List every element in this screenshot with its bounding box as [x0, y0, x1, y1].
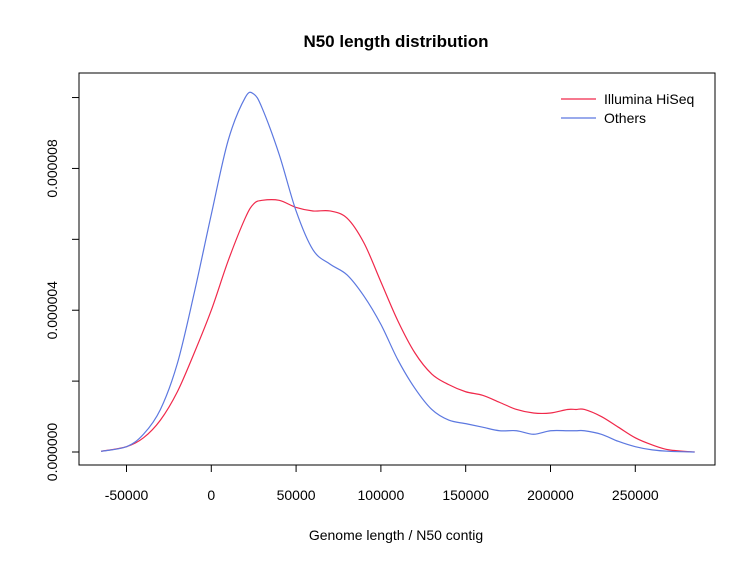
series-layer [100, 91, 695, 453]
legend-label: Others [604, 110, 646, 126]
x-tick-label: 100000 [358, 487, 405, 503]
legend-label: Illumina HiSeq [604, 91, 694, 107]
plot-frame [78, 72, 716, 466]
x-tick-label: 150000 [442, 487, 489, 503]
legend: Illumina HiSeq Others [561, 91, 694, 126]
x-tick-label: 250000 [612, 487, 659, 503]
y-axis: 0.000000 0.000004 0.000008 [44, 97, 80, 482]
y-tick-label: 0.000008 [44, 139, 60, 198]
chart-title: N50 length distribution [303, 32, 488, 51]
y-tick-label: 0.000000 [44, 423, 60, 482]
series-line-illumina-hiseq [100, 199, 695, 453]
series-line-others [100, 91, 695, 453]
x-tick-label: 0 [207, 487, 215, 503]
x-tick-label: 50000 [277, 487, 316, 503]
x-tick-label: 200000 [527, 487, 574, 503]
y-tick-label: 0.000004 [44, 281, 60, 340]
x-axis: -50000 0 50000 100000 150000 200000 250000 [105, 464, 659, 503]
x-axis-label: Genome length / N50 contig [309, 527, 483, 543]
x-tick-label: -50000 [105, 487, 149, 503]
